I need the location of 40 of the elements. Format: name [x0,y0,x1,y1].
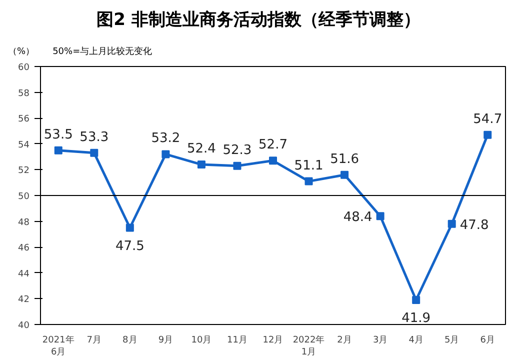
x-tick-label: 4月 [408,336,424,346]
x-tick-label: 5月 [444,336,460,346]
y-tick-label: 50 [18,192,30,202]
data-label: 47.5 [115,238,144,254]
x-tick-label: 10月 [191,336,212,346]
data-label: 47.8 [460,218,489,233]
text: 50%=与上月比较无变化 [52,47,152,57]
x-tick-label: 9月 [158,336,174,346]
x-tick-label: 2月 [337,336,352,346]
x-tick-label: 11月 [227,336,248,346]
data-label: 53.2 [151,131,180,146]
y-tick-label: 52 [18,166,30,176]
data-label: 52.3 [222,142,252,158]
x-tick-label: 2022年 1月 [292,334,325,358]
data-label: 53.3 [80,130,109,145]
y-tick-label: 60 [18,63,30,73]
y-tick-label: 46 [18,244,30,254]
y-tick-label: 48 [18,218,30,228]
data-label: 41.9 [402,310,431,326]
y-tick-label: 54 [18,140,30,150]
y-tick-label: 42 [18,295,30,306]
data-label: 51.1 [294,158,324,174]
data-label: 53.5 [44,127,73,142]
data-label: 51.6 [330,152,360,167]
x-tick-label: 3月 [372,336,388,346]
chart-title: 图2 非制造业商务活动指数（经季节调整） [96,9,422,32]
x-tick-label: 7月 [86,336,102,346]
y-tick-label: 56 [18,114,30,125]
data-label: 54.7 [473,112,502,127]
y-tick-label: 58 [18,88,30,99]
data-label: 52.7 [258,138,288,153]
text: （%） [8,47,35,57]
y-tick-label: 40 [18,321,30,331]
x-tick-label: 8月 [122,336,138,346]
x-tick-label: 2021年 6月 [42,334,74,358]
data-label: 48.4 [343,210,372,226]
x-tick-label: 6月 [480,336,495,346]
x-tick-label: 12月 [262,336,284,346]
data-label: 52.4 [186,142,216,157]
y-tick-label: 44 [18,269,30,280]
